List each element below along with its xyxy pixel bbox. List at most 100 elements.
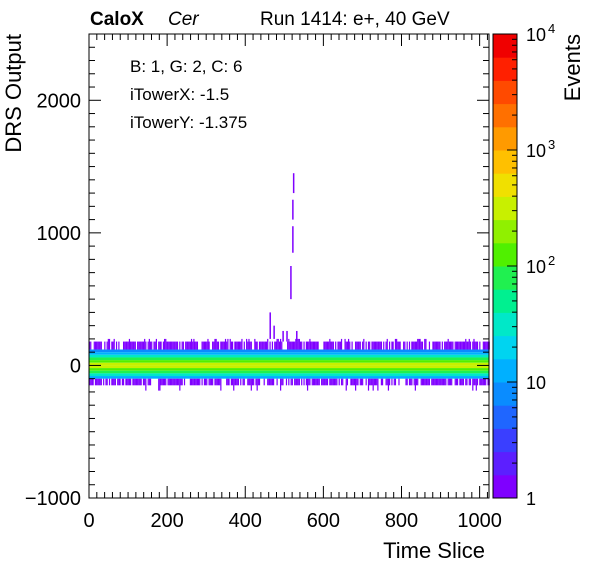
heatmap-cell <box>160 341 162 350</box>
heatmap-cell <box>312 378 315 386</box>
heatmap-pulse-cell <box>292 173 295 194</box>
heatmap-cell <box>424 378 426 386</box>
heatmap-cell <box>311 341 313 350</box>
heatmap-cell <box>449 341 452 350</box>
heatmap-cell <box>338 341 340 350</box>
heatmap-cell <box>196 341 199 350</box>
heatmap-cell <box>309 338 311 350</box>
heatmap-cell <box>125 378 127 386</box>
heatmap-cell <box>256 341 258 350</box>
heatmap-cell <box>357 341 359 350</box>
heatmap-cell <box>282 378 284 386</box>
heatmap-cell <box>310 341 312 350</box>
heatmap-cell <box>358 341 360 350</box>
heatmap-cell <box>330 378 332 386</box>
heatmap-cell <box>359 378 361 386</box>
heatmap-cell <box>235 378 237 386</box>
heatmap-cell <box>249 341 251 350</box>
heatmap-cell <box>271 341 274 350</box>
heatmap-cell <box>447 338 449 350</box>
heatmap-cell <box>158 378 160 391</box>
heatmap-cell <box>174 341 176 350</box>
heatmap-cell <box>240 378 242 386</box>
heatmap-cell <box>167 341 169 350</box>
heatmap-cell <box>432 341 434 350</box>
heatmap-cell <box>373 341 375 350</box>
heatmap-cell <box>275 341 277 350</box>
heatmap-cell <box>236 341 238 350</box>
heatmap-cell <box>147 341 149 350</box>
heatmap-cell <box>159 341 161 350</box>
heatmap-cell <box>112 341 114 350</box>
color-scale-label-exponent: 2 <box>548 253 555 268</box>
heatmap-cell <box>94 341 97 350</box>
heatmap-band <box>89 370 489 374</box>
x-tick-label: 800 <box>385 510 418 532</box>
heatmap-cell <box>182 341 184 350</box>
heatmap-cell <box>290 341 292 350</box>
heatmap-cell <box>417 378 419 386</box>
heatmap-cell <box>235 341 237 350</box>
heatmap-cell <box>89 378 91 386</box>
heatmap-cell <box>372 378 374 391</box>
heatmap-cell <box>308 341 310 350</box>
heatmap-cell <box>216 378 218 386</box>
heatmap-cell <box>269 378 271 386</box>
heatmap-pulse-cell <box>292 226 294 253</box>
heatmap-cell <box>467 341 469 350</box>
info-line-2: iTowerX: -1.5 <box>130 85 229 104</box>
heatmap-cell <box>285 378 288 386</box>
heatmap-cell <box>465 338 467 350</box>
heatmap-cell <box>251 378 254 386</box>
heatmap-cell <box>144 338 146 350</box>
heatmap-cell <box>419 338 421 350</box>
heatmap-cell <box>377 378 379 391</box>
heatmap-cell <box>345 341 347 350</box>
heatmap-cell <box>258 341 261 350</box>
heatmap-cell <box>326 341 329 350</box>
heatmap-cell <box>103 378 105 386</box>
heatmap-cell <box>127 378 129 386</box>
heatmap-cell <box>438 341 440 350</box>
heatmap-cell <box>171 341 173 350</box>
heatmap-cell <box>247 378 249 386</box>
heatmap-cell <box>175 341 177 350</box>
heatmap-cell <box>148 378 150 386</box>
heatmap-cell <box>192 341 194 350</box>
heatmap-cell <box>117 378 119 386</box>
heatmap-cell <box>291 378 293 386</box>
heatmap-cell <box>272 378 275 386</box>
heatmap-cell <box>179 378 181 391</box>
y-tick-label: −1000 <box>25 488 81 510</box>
y-tick-label: 1000 <box>37 223 82 245</box>
heatmap-cell <box>315 341 317 350</box>
heatmap-cell <box>396 338 398 350</box>
heatmap-cell <box>405 378 407 386</box>
heatmap-cell <box>141 341 143 350</box>
heatmap-cell <box>169 378 172 386</box>
heatmap-cell <box>372 341 374 350</box>
heatmap-cell <box>411 341 413 350</box>
heatmap-cell <box>332 341 334 350</box>
heatmap-cell <box>114 378 116 386</box>
color-scale-label: 10 <box>526 25 546 45</box>
heatmap-cell <box>162 341 165 350</box>
heatmap-cell <box>264 341 266 350</box>
heatmap-cell <box>215 338 217 350</box>
heatmap-cell <box>412 341 414 350</box>
heatmap-cell <box>97 341 99 350</box>
heatmap-cell <box>306 341 309 350</box>
heatmap-cell <box>246 338 248 350</box>
heatmap-cell <box>371 341 373 350</box>
heatmap-cell <box>243 341 245 350</box>
heatmap-cell <box>164 378 166 386</box>
heatmap-cell <box>207 338 209 350</box>
heatmap-cell <box>373 378 375 386</box>
plot-area <box>89 34 489 498</box>
heatmap-cell <box>387 378 390 391</box>
heatmap-cell <box>311 378 313 386</box>
heatmap-cell <box>281 341 283 350</box>
color-scale-bin <box>493 474 517 499</box>
heatmap-cell <box>179 341 181 350</box>
heatmap-cell <box>135 378 138 386</box>
